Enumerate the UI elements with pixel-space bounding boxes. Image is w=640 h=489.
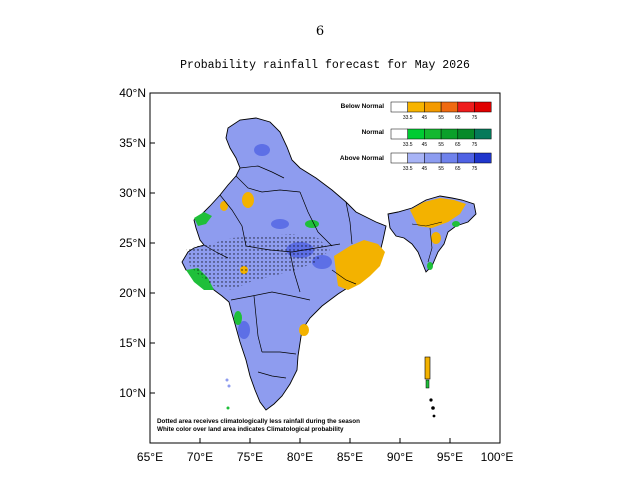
lat-label: 30°N <box>119 186 146 200</box>
lat-label: 35°N <box>119 136 146 150</box>
lon-label: 95°E <box>437 450 463 464</box>
lon-label: 70°E <box>187 450 213 464</box>
legend-swatch <box>457 128 475 140</box>
legend-swatch <box>474 128 492 140</box>
lat-label: 25°N <box>119 236 146 250</box>
dotted-less-rainfall-area <box>186 234 330 290</box>
legend-swatch <box>457 101 475 113</box>
legend: Below Normal 33.5 45 55 65 75 Normal 33.5 45 55 65… <box>340 101 492 172</box>
legend-label: Normal <box>362 129 385 136</box>
legend-tick-label: 75 <box>472 115 478 121</box>
legend-swatch <box>390 128 408 140</box>
legend-swatch <box>407 128 425 140</box>
legend-swatch <box>474 152 492 164</box>
legend-label: Above Normal <box>340 155 384 162</box>
legend-tick-label: 55 <box>438 166 444 172</box>
note-dotted-area: Dotted area receives climatologically le… <box>157 418 360 425</box>
legend-tick-label: 33.5 <box>403 142 413 148</box>
legend-swatch <box>407 101 425 113</box>
legend-swatch <box>474 101 492 113</box>
latitude-axis <box>150 92 155 394</box>
legend-swatch <box>424 101 442 113</box>
legend-swatch <box>407 152 425 164</box>
legend-tick-label: 45 <box>422 166 428 172</box>
legend-swatch <box>440 128 459 140</box>
lat-label: 15°N <box>119 336 146 350</box>
page-number: 6 <box>315 24 325 39</box>
legend-swatch <box>390 152 408 164</box>
note-white-color: White color over land area indicates Cli… <box>157 426 344 433</box>
legend-tick-label: 65 <box>455 166 461 172</box>
legend-swatch <box>440 101 459 113</box>
legend-tick-label: 75 <box>472 166 478 172</box>
legend-tick-label: 55 <box>438 115 444 121</box>
lon-label: 100°E <box>481 450 514 464</box>
map-title: Probability rainfall forecast for May 20… <box>180 59 470 72</box>
legend-swatch <box>457 152 475 164</box>
legend-tick-label: 65 <box>455 115 461 121</box>
northeast-boundaries <box>411 221 443 263</box>
lat-label: 20°N <box>119 286 146 300</box>
andaman-nicobar-islands <box>424 356 436 418</box>
legend-tick-label: 33.5 <box>403 166 413 172</box>
lon-label: 85°E <box>337 450 363 464</box>
legend-swatch <box>424 152 442 164</box>
legend-tick-label: 45 <box>422 115 428 121</box>
lat-label: 10°N <box>119 386 146 400</box>
lon-label: 90°E <box>387 450 413 464</box>
legend-tick-label: 75 <box>472 142 478 148</box>
legend-label: Below Normal <box>341 103 385 110</box>
legend-tick-label: 33.5 <box>403 115 413 121</box>
longitude-axis <box>149 438 501 443</box>
lon-label: 75°E <box>237 450 263 464</box>
lat-label: 40°N <box>119 86 146 100</box>
legend-tick-label: 55 <box>438 142 444 148</box>
legend-tick-label: 65 <box>455 142 461 148</box>
lon-label: 65°E <box>137 450 163 464</box>
state-boundaries <box>203 165 357 379</box>
lakshadweep-islands <box>225 378 231 410</box>
legend-swatch <box>424 128 442 140</box>
normal-patches <box>186 212 460 325</box>
legend-tick-label: 45 <box>422 142 428 148</box>
legend-swatch <box>390 101 408 113</box>
legend-swatch <box>440 152 459 164</box>
lon-label: 80°E <box>287 450 313 464</box>
